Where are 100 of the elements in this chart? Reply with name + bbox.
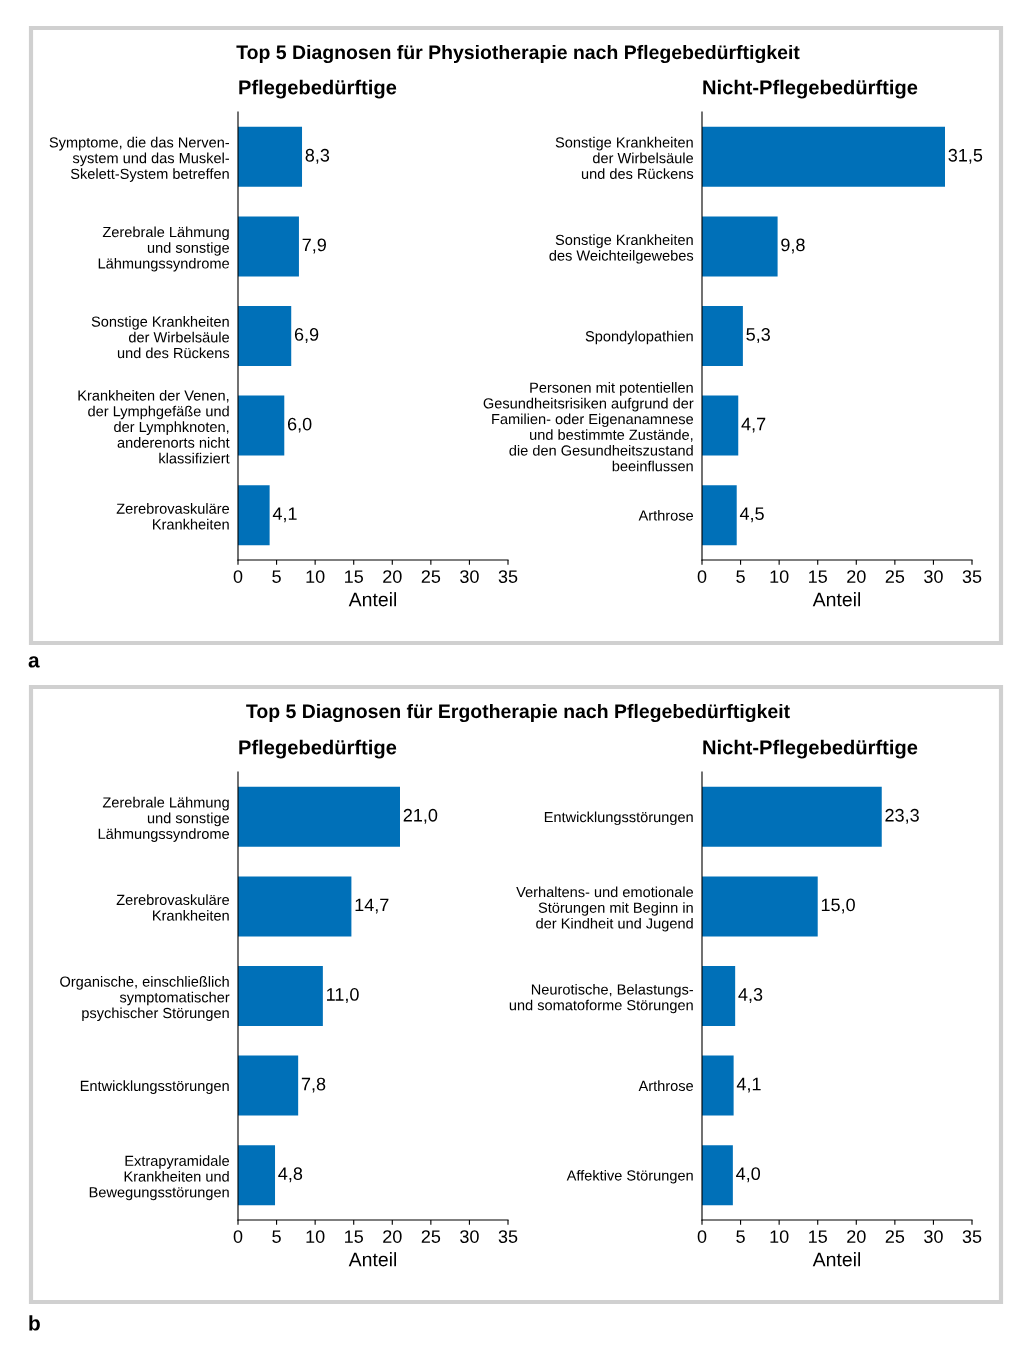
bar [238, 485, 270, 546]
bar [702, 1145, 733, 1206]
x-tick-label: 0 [697, 570, 707, 583]
bar [702, 1055, 734, 1116]
data-label: 8,3 [305, 148, 330, 164]
data-label: 14,7 [355, 898, 389, 914]
y-tick-label: Sonstige Krankheiten der Wirbelsäule und des Rückens [91, 316, 230, 359]
data-label: 15,0 [821, 898, 855, 914]
data-label: 21,0 [403, 808, 438, 824]
y-tick-label: Spondylopathien [585, 330, 693, 345]
y-tick-label: Extrapyramidale Krankheiten und Bewegungsstörungen [89, 1155, 230, 1201]
chart-subtitle: Nicht-Pflegebedürftige [703, 739, 918, 759]
bar [702, 965, 736, 1027]
x-tick-label: 35 [962, 1230, 982, 1243]
data-label: 4,3 [738, 988, 763, 1003]
bar [702, 395, 739, 456]
x-tick-label: 5 [736, 570, 745, 583]
data-label: 4,0 [736, 1167, 761, 1183]
data-label: 7,8 [301, 1077, 326, 1093]
x-axis-title: Anteil [348, 1252, 397, 1267]
y-tick-label: Entwicklungsstörungen [80, 1080, 229, 1094]
bar [238, 876, 352, 937]
data-label: 9,8 [781, 238, 805, 254]
bar [238, 1145, 276, 1206]
x-tick-label: 10 [306, 570, 325, 583]
x-tick-label: 30 [460, 570, 479, 583]
y-tick-label: Verhaltens- und emotionale Störungen mit Beginn in der Kindheit und Jugend [516, 886, 694, 932]
x-tick-label: 10 [306, 1230, 325, 1243]
x-tick-label: 15 [345, 570, 363, 583]
x-tick-label: 25 [421, 570, 441, 583]
y-tick-label: Zerebrale Lähmung und sonstige Lähmungssyndrome [98, 226, 230, 272]
data-label: 31,5 [948, 148, 983, 164]
y-tick-label: Krankheiten der Venen, der Lymphgefäße und der Lymphknoten, anderenorts nicht klassifiziert [78, 389, 230, 464]
data-label: 4,1 [272, 507, 297, 523]
y-tick-label: Zerebrovaskuläre Krankheiten [116, 894, 230, 921]
bar [238, 965, 323, 1027]
text: b [29, 1315, 40, 1331]
x-tick-label: 25 [885, 1230, 905, 1243]
bar [702, 216, 778, 277]
data-label: 4,7 [741, 417, 766, 433]
x-tick-label: 15 [809, 1230, 827, 1243]
x-tick-label: 20 [847, 570, 866, 583]
bar [702, 126, 945, 187]
y-tick-label: Arthrose [638, 1080, 694, 1092]
chart-subtitle: Pflegebedürftige [239, 79, 397, 99]
x-tick-label: 35 [498, 1230, 518, 1243]
chart-title: Top 5 Diagnosen für Ergotherapie nach Pflegebedürftigkeit [246, 703, 790, 723]
chart-subtitle: Nicht-Pflegebedürftige [703, 79, 918, 99]
x-tick-label: 20 [383, 1230, 402, 1243]
x-axis-title: Anteil [348, 592, 397, 607]
x-tick-label: 15 [345, 1230, 363, 1243]
bar [238, 786, 400, 847]
x-tick-label: 30 [460, 1230, 479, 1243]
data-label: 23,3 [885, 808, 919, 824]
x-tick-label: 0 [233, 570, 243, 583]
y-tick-label: Zerebrale Lähmung und sonstige Lähmungssyndrome [98, 796, 230, 842]
x-tick-label: 35 [498, 570, 518, 583]
x-tick-label: 5 [272, 1230, 281, 1243]
bar [702, 305, 743, 367]
x-tick-label: 10 [770, 1230, 789, 1243]
x-tick-label: 35 [962, 570, 982, 583]
y-tick-label: Personen mit potentiellen Gesundheitsrisiken aufgrund der Familien- oder Eigenanamnese und bestimmte Zustände, die den Gesundheitszustand beeinflussen [483, 382, 694, 472]
y-tick-label: Sonstige Krankheiten der Wirbelsäule und des Rückens [555, 136, 694, 179]
x-tick-label: 20 [383, 570, 402, 583]
data-label: 5,3 [746, 328, 770, 343]
x-tick-label: 25 [421, 1230, 441, 1243]
y-tick-label: Arthrose [638, 509, 694, 521]
data-label: 11,0 [327, 988, 359, 1003]
bar [702, 485, 737, 546]
x-tick-label: 15 [809, 570, 827, 583]
bar [702, 786, 882, 847]
data-label: 4,1 [736, 1077, 761, 1093]
y-tick-label: Entwicklungsstörungen [544, 811, 693, 826]
y-tick-label: Sonstige Krankheiten des Weichteilgewebes [549, 234, 694, 264]
x-tick-label: 5 [736, 1230, 745, 1243]
x-tick-label: 0 [697, 1230, 707, 1243]
x-tick-label: 20 [847, 1230, 866, 1243]
bar [702, 876, 818, 937]
data-label: 7,9 [302, 238, 326, 254]
data-label: 4,5 [739, 507, 764, 523]
x-tick-label: 30 [924, 570, 943, 583]
data-label: 6,9 [294, 328, 319, 343]
bar [238, 305, 292, 367]
bar [238, 216, 299, 277]
bar [238, 126, 303, 187]
y-tick-label: Organische, einschließlich symptomatischer psychischer Störungen [60, 976, 230, 1022]
chart-subtitle: Pflegebedürftige [239, 739, 397, 759]
x-axis-title: Anteil [812, 592, 861, 607]
y-tick-label: Zerebrovaskuläre Krankheiten [116, 503, 230, 530]
x-tick-label: 0 [233, 1230, 243, 1243]
data-label: 4,8 [278, 1167, 303, 1183]
data-label: 6,0 [287, 417, 312, 433]
bar [238, 395, 285, 456]
y-tick-label: Affektive Störungen [566, 1169, 693, 1184]
y-tick-label: Symptome, die das Nerven- system und das Muskel- Skelett-System betreffen [49, 136, 230, 182]
chart-title: Top 5 Diagnosen für Physiotherapie nach Pflegebedürftigkeit [236, 44, 800, 64]
x-tick-label: 25 [885, 570, 905, 583]
x-tick-label: 10 [770, 570, 789, 583]
text: a [28, 656, 40, 668]
x-tick-label: 5 [272, 570, 281, 583]
